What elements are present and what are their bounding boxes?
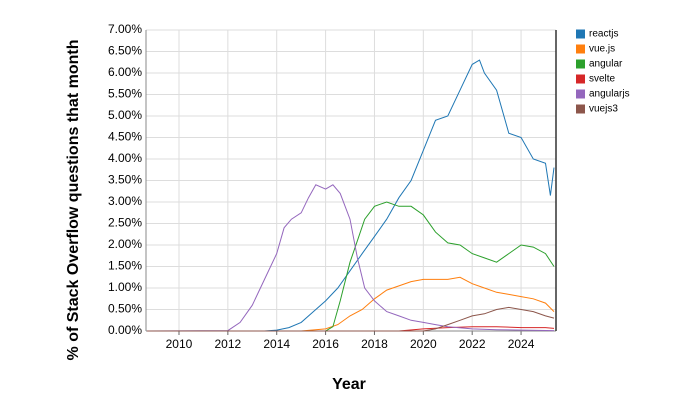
- y-tick-label: 7.00%: [108, 22, 142, 36]
- series-line: [147, 184, 555, 332]
- y-tick-label: 3.50%: [108, 173, 142, 187]
- legend-label: vuejs3: [589, 104, 618, 115]
- y-tick-label: 2.50%: [108, 216, 142, 230]
- y-tick-label: 5.50%: [108, 87, 142, 101]
- y-tick-label: 1.00%: [108, 280, 142, 294]
- y-axis-label: % of Stack Overflow questions that month: [65, 40, 82, 361]
- series-line: [147, 306, 555, 332]
- y-tick-label: 6.50%: [108, 44, 142, 58]
- legend-swatch: [576, 44, 585, 54]
- x-tick-label: 2014: [263, 337, 290, 351]
- legend-swatch: [576, 89, 585, 99]
- legend-label: vue.js: [589, 44, 615, 55]
- x-tick-label: 2010: [166, 337, 193, 351]
- y-tick-label: 6.00%: [108, 65, 142, 79]
- legend-swatch: [576, 29, 585, 39]
- y-tick-label: 1.50%: [108, 259, 142, 273]
- y-tick-label: 5.00%: [108, 108, 142, 122]
- legend-swatch: [576, 59, 585, 69]
- y-tick-label: 3.00%: [108, 194, 142, 208]
- legend-label: angular: [589, 59, 623, 70]
- series-line: [147, 59, 555, 332]
- legend-label: svelte: [589, 74, 616, 85]
- series-line: [147, 276, 555, 332]
- x-axis-label: Year: [332, 376, 366, 393]
- x-tick-label: 2016: [312, 337, 339, 351]
- legend-swatch: [576, 74, 585, 84]
- y-tick-label: 0.50%: [108, 302, 142, 316]
- series-line: [147, 201, 555, 332]
- y-tick-label: 2.00%: [108, 237, 142, 251]
- x-tick-label: 2012: [215, 337, 242, 351]
- y-tick-label: 4.50%: [108, 130, 142, 144]
- y-tick-label: 4.00%: [108, 151, 142, 165]
- x-tick-label: 2018: [361, 337, 388, 351]
- x-tick-label: 2020: [410, 337, 437, 351]
- legend-label: angularjs: [589, 89, 630, 100]
- legend-swatch: [576, 104, 585, 114]
- x-tick-label: 2024: [508, 337, 535, 351]
- x-tick-label: 2022: [459, 337, 486, 351]
- y-tick-label: 0.00%: [108, 323, 142, 337]
- legend-label: reactjs: [589, 29, 618, 40]
- series-line: [147, 326, 555, 332]
